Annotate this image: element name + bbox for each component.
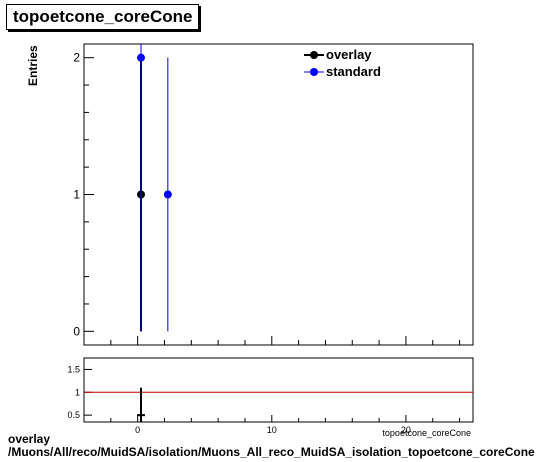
standard-point xyxy=(137,53,146,62)
chart-title: topoetcone_coreCone xyxy=(6,4,200,30)
ratio-axis-ticks: 0.5 1 1.5 0 10 20 xyxy=(67,364,461,435)
legend-overlay-label: overlay xyxy=(326,47,372,62)
x-tick-label: 0 xyxy=(135,425,140,435)
footer-path: /Muons/All/reco/MuidSA/isolation/Muons_A… xyxy=(8,445,535,459)
legend-standard-label: standard xyxy=(326,64,381,79)
main-series xyxy=(137,44,172,332)
legend-standard-marker xyxy=(310,68,318,76)
legend: overlay standard xyxy=(304,47,381,79)
y-axis-title: Entries xyxy=(26,45,40,86)
y-tick-label: 0 xyxy=(73,324,80,338)
standard-point xyxy=(163,190,172,199)
ratio-y-tick-label: 1.5 xyxy=(67,364,80,374)
y-tick-label: 2 xyxy=(73,51,80,65)
legend-overlay-marker xyxy=(310,51,318,59)
ratio-plot-frame xyxy=(83,357,474,423)
main-axis-ticks: 0 1 2 xyxy=(73,51,461,345)
x-axis-title: topoetcone_coreCone xyxy=(382,428,471,438)
y-tick-label: 1 xyxy=(73,188,80,202)
footer-label: overlay xyxy=(8,432,51,446)
ratio-y-tick-label: 0.5 xyxy=(67,410,80,420)
ratio-series xyxy=(84,387,473,422)
x-tick-label: 10 xyxy=(267,425,277,435)
ratio-y-tick-label: 1 xyxy=(75,387,80,397)
x-tick-label: 20 xyxy=(401,425,411,435)
